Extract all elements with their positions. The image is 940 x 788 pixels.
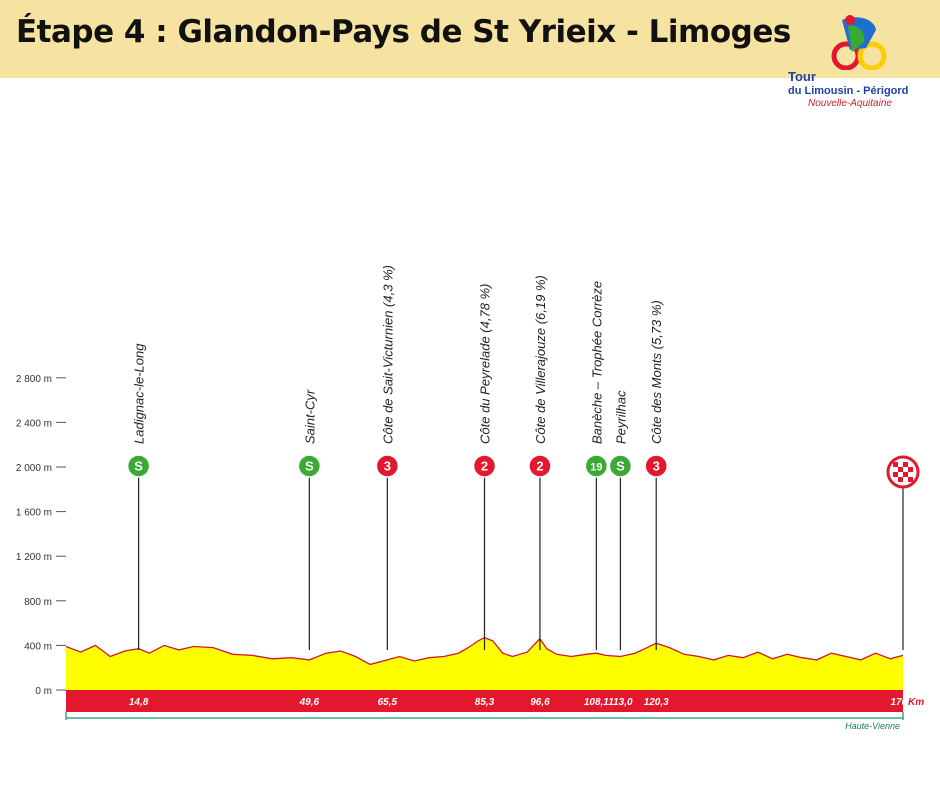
cyclist-logo-icon [831,15,887,70]
km-label: 120,3 [644,697,669,708]
finish-flag-square [893,472,898,477]
sprint-badge [297,454,322,478]
climb-badge [644,454,668,478]
finish-flag-square [903,462,908,467]
climb-badge-label: 3 [384,459,391,474]
y-tick-label: 2 800 m [16,374,52,385]
y-tick-label: 400 m [24,641,52,652]
km-label: 85,3 [475,697,495,708]
km-label: 170,6 [890,697,915,708]
finish-flag-square [898,467,903,472]
y-tick-label: 800 m [24,597,52,608]
sprint-badge-label: S [305,459,314,474]
y-tick-label: 1 600 m [16,508,52,519]
logo-text-tour: Tour [788,69,816,84]
climb-badge-label: 2 [481,459,488,474]
y-tick-label: 2 000 m [16,463,52,474]
sprint-badge [584,454,609,478]
climb-badge [528,454,552,478]
logo-text-region: du Limousin - Périgord [788,85,909,97]
point-name: Ladignac-le-Long [132,343,147,444]
sprint-badge [126,454,151,478]
stage-title: Étape 4 : Glandon-Pays de St Yrieix - Li… [16,14,791,50]
finish-flag-square [908,467,913,472]
km-band [66,690,903,712]
finish-flag-square [903,472,908,477]
climb-badge [472,454,497,478]
elevation-area [66,637,903,690]
finish-flag-square [893,462,898,467]
climb-badge-label: 2 [536,459,543,474]
point-name: Côte du Peyrelade (4,78 %) [478,284,493,444]
sprint-badge-label: S [134,459,143,474]
y-tick-label: 1 200 m [16,552,52,563]
climb-badge-label: 3 [653,459,660,474]
header-banner: Étape 4 : Glandon-Pays de St Yrieix - Li… [0,0,940,78]
y-tick-label: 0 m [35,686,52,697]
sprint-badge-label: 19 [590,462,602,474]
sprint-badge [608,454,633,478]
point-name: Côte de Sait-Victurnien (4,3 %) [380,265,395,444]
point-name: Côte des Monts (5,73 %) [649,300,664,444]
point-name: Peyrilhac [613,390,628,444]
race-logo: Tour du Limousin - Périgord Nouvelle-Aqu… [786,12,936,112]
finish-flag-square [898,477,903,482]
km-unit-label: Km [908,697,924,708]
climb-badge [375,454,400,478]
km-label: 108,1 [584,697,609,708]
sprint-badge-label: S [616,459,625,474]
logo-text-subtitle: Nouvelle-Aquitaine [808,98,892,109]
km-label: 49,6 [299,697,320,708]
region-label: Haute-Vienne [845,721,900,731]
km-label: 96,6 [530,697,550,708]
point-name: Côte de Villerajouze (6,19 %) [533,275,548,444]
finish-flag-square [908,477,913,482]
km-label: 113,0 [608,697,633,708]
point-name: Banèche – Trophée Corrèze [589,281,604,444]
km-label: 65,5 [378,697,398,708]
y-tick-label: 2 400 m [16,418,52,429]
point-name: Saint-Cyr [302,389,317,444]
km-label: 14,8 [129,697,149,708]
elevation-line [65,636,904,666]
